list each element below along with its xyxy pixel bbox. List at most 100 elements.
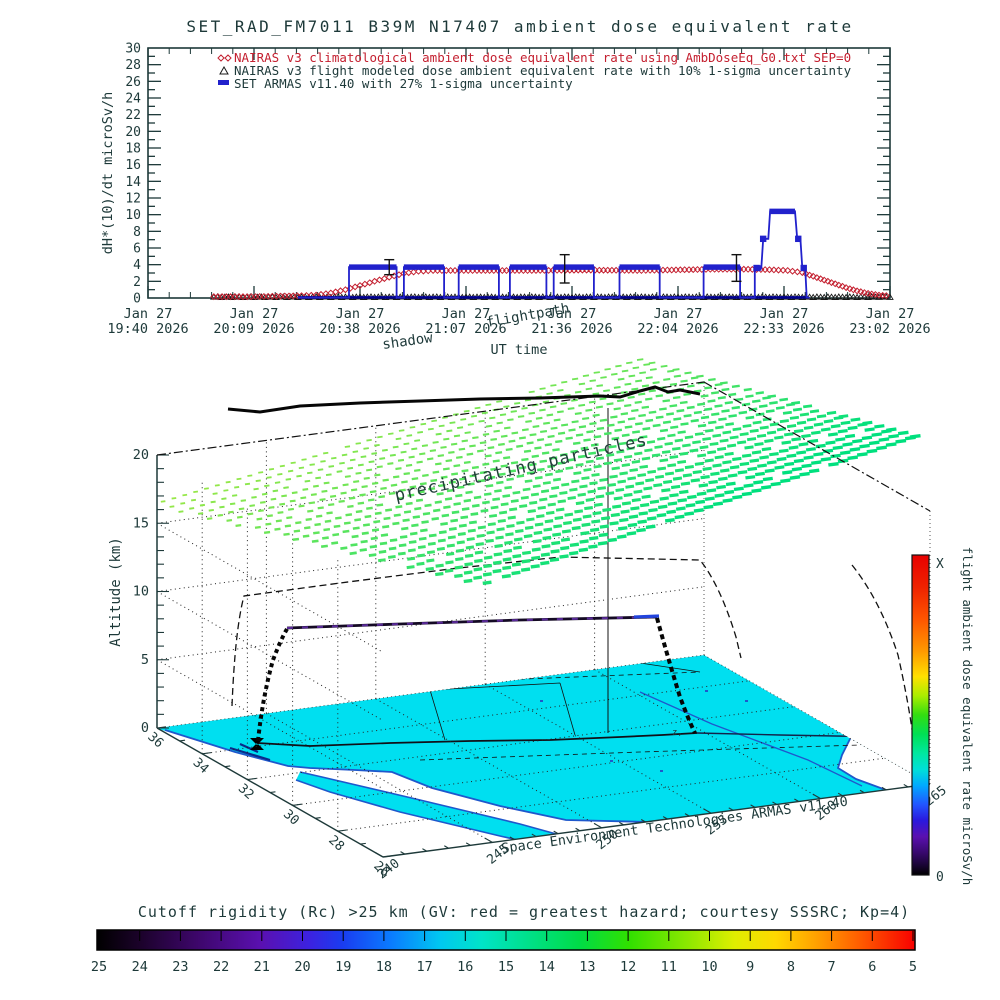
particle-dash — [542, 481, 551, 485]
particle-dash — [574, 390, 582, 394]
particle-dash — [531, 454, 540, 458]
lon-tick — [509, 836, 515, 840]
particle-dash — [461, 439, 468, 443]
particle-dash — [828, 461, 839, 467]
floor-lat-gridline — [337, 757, 885, 832]
particle-dash — [486, 530, 495, 535]
particle-dash — [584, 506, 593, 511]
y-tick-label: 4 — [133, 258, 141, 273]
particle-dash — [745, 394, 754, 398]
map-rio-grande — [639, 691, 863, 787]
particle-dash — [868, 440, 880, 446]
particle-dash — [435, 571, 444, 577]
particle-dash — [693, 389, 702, 393]
particle-dash — [428, 487, 436, 491]
particle-dash — [180, 502, 186, 505]
particle-dash — [420, 422, 427, 426]
particle-dash — [332, 533, 340, 537]
particle-dash — [830, 453, 841, 459]
particle-dash — [340, 491, 347, 495]
particle-dash — [757, 463, 767, 468]
particle-dash — [272, 489, 279, 493]
right-colorbar-gradient — [911, 554, 930, 876]
particle-dash — [736, 440, 747, 445]
particle-dash — [331, 486, 339, 490]
particle-dash — [474, 550, 484, 555]
particle-dash — [602, 507, 612, 513]
particle-dash — [775, 405, 785, 410]
particle-dash — [435, 432, 442, 436]
particle-dash — [741, 491, 752, 497]
particle-dash — [419, 482, 427, 486]
particle-dash — [719, 381, 728, 385]
particle-dash — [537, 505, 546, 510]
particle-dash — [667, 433, 676, 438]
particle-dash — [798, 442, 809, 447]
lon-tick — [881, 786, 887, 791]
particle-dash — [304, 479, 311, 483]
particle-dash — [799, 471, 810, 477]
particle-dash — [413, 468, 421, 472]
particle-dash — [510, 499, 519, 503]
particle-dash — [519, 436, 526, 440]
particle-dash — [523, 534, 533, 539]
particle-dash — [672, 395, 681, 400]
particle-dash — [842, 442, 853, 447]
particle-dash — [458, 523, 467, 528]
particle-dash — [503, 456, 511, 460]
particle-dash — [684, 435, 694, 440]
particle-dash — [810, 430, 821, 435]
particle-dash — [532, 484, 541, 489]
particle-dash — [595, 456, 605, 461]
particle-dash — [236, 477, 242, 481]
particle-dash — [752, 420, 762, 425]
particle-dash — [302, 488, 309, 491]
particle-dash — [592, 392, 600, 396]
y-axis-label: dH*(10)/dt microSv/h — [100, 92, 116, 255]
particle-dash — [712, 463, 722, 468]
particle-dash — [675, 506, 686, 511]
particle-dash — [850, 417, 861, 422]
particle-dash — [724, 451, 734, 457]
wall-shadow-right — [851, 564, 914, 737]
particle-dash — [711, 391, 719, 395]
particle-dash — [219, 505, 225, 509]
particle-dash — [667, 463, 677, 468]
particle-dash — [464, 562, 473, 567]
particle-dash — [847, 455, 859, 461]
leftwall-alt-gridline — [156, 591, 384, 721]
particle-dash — [381, 448, 388, 452]
particle-dash — [734, 397, 744, 402]
particle-dash — [477, 525, 486, 530]
particle-dash — [715, 425, 724, 430]
bottom-colorbar-gradient: 25 24 23 22 21 20 19 18 17 16 15 14 13 12 11 10 9 8 7 6 5 — [91, 929, 917, 975]
particle-dash — [481, 411, 488, 415]
particle-dash — [561, 529, 571, 534]
particle-dash — [680, 422, 689, 426]
particle-dash — [300, 496, 307, 500]
particle-dash — [541, 544, 551, 549]
particle-dash — [909, 433, 921, 439]
particle-dash — [355, 509, 363, 514]
particle-dash — [387, 462, 394, 465]
particle-dash — [677, 498, 688, 503]
particle-dash — [225, 480, 231, 484]
particle-dash — [399, 535, 408, 539]
legend-label-flight-modeled: NAIRAS v3 flight modeled dose ambient eq… — [234, 63, 852, 78]
particle-dash — [526, 517, 535, 522]
legend-marker-triangle — [219, 65, 229, 75]
backwall-alt-gridline — [156, 586, 705, 661]
particle-dash — [247, 474, 253, 477]
lat-tick — [292, 803, 302, 806]
particle-dash — [392, 521, 400, 526]
y-tick-label: 2 — [133, 275, 141, 290]
particle-dash — [390, 483, 398, 487]
backwall-alt-gridline — [156, 518, 705, 592]
particle-dash — [212, 492, 218, 495]
particle-dash — [444, 497, 453, 501]
particle-dash — [182, 493, 188, 497]
particle-dash — [645, 397, 653, 401]
particle-dash — [765, 409, 775, 414]
particle-dash — [378, 495, 386, 499]
particle-dash — [686, 405, 695, 410]
